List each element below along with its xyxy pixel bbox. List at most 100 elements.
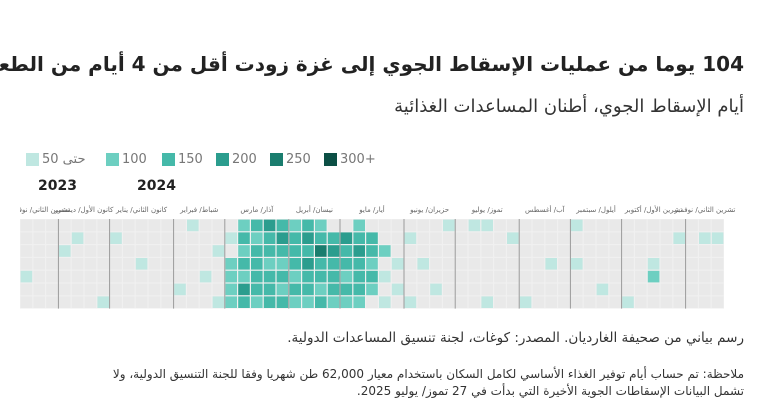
empty-cell — [519, 245, 532, 257]
airdrop-heatmap: تشرين الثاني/ نوفمبركانون الأول/ ديسمبرك… — [20, 205, 735, 309]
airdrop-cell — [289, 283, 301, 296]
airdrop-cell — [571, 219, 583, 232]
empty-cell — [379, 258, 391, 270]
airdrop-cell — [238, 245, 250, 257]
empty-cell — [660, 283, 673, 296]
empty-cell — [507, 219, 519, 232]
airdrop-cell — [225, 296, 237, 308]
empty-cell — [46, 270, 58, 283]
empty-cell — [660, 270, 673, 283]
empty-cell — [391, 219, 404, 232]
month-label: أيار/ مايو — [358, 205, 384, 214]
airdrop-cell — [212, 296, 225, 308]
empty-cell — [481, 270, 493, 283]
empty-cell — [187, 283, 199, 296]
airdrop-cell — [276, 283, 289, 296]
empty-cell — [545, 219, 557, 232]
empty-cell — [609, 283, 621, 296]
airdrop-cell — [302, 232, 314, 244]
empty-cell — [494, 258, 506, 270]
empty-cell — [33, 219, 45, 232]
empty-cell — [468, 296, 481, 308]
airdrop-cell — [251, 245, 263, 257]
empty-cell — [46, 245, 58, 257]
airdrop-cell — [366, 270, 378, 283]
empty-cell — [635, 245, 647, 257]
chart-subtitle: أيام الإسقاط الجوي، أطنان المساعدات الغذ… — [394, 96, 744, 117]
empty-cell — [443, 296, 455, 308]
airdrop-cell — [340, 232, 353, 244]
month-label: كانون الأول/ ديسمبر — [54, 205, 114, 214]
airdrop-cell — [263, 296, 276, 308]
empty-cell — [545, 283, 557, 296]
airdrop-cell — [238, 232, 250, 244]
empty-cell — [161, 258, 173, 270]
empty-cell — [481, 258, 493, 270]
empty-cell — [174, 258, 186, 270]
empty-cell — [174, 245, 186, 257]
year-label-2024: 2024 — [137, 178, 176, 194]
empty-cell — [187, 232, 199, 244]
empty-cell — [84, 296, 97, 308]
empty-cell — [507, 258, 519, 270]
airdrop-cell — [327, 245, 340, 257]
empty-cell — [481, 283, 493, 296]
empty-cell — [110, 296, 122, 308]
empty-cell — [532, 283, 545, 296]
empty-cell — [455, 296, 468, 308]
empty-cell — [97, 258, 109, 270]
empty-cell — [430, 219, 442, 232]
airdrop-cell — [276, 219, 289, 232]
empty-cell — [558, 296, 570, 308]
empty-cell — [212, 232, 225, 244]
empty-cell — [417, 283, 429, 296]
empty-cell — [686, 245, 698, 257]
airdrop-cell — [481, 219, 493, 232]
empty-cell — [519, 232, 532, 244]
empty-cell — [622, 232, 634, 244]
airdrop-cell — [238, 219, 250, 232]
empty-cell — [635, 258, 647, 270]
airdrop-cell — [276, 296, 289, 308]
legend-swatch — [324, 153, 337, 166]
empty-cell — [123, 296, 135, 308]
airdrop-cell — [263, 283, 276, 296]
airdrop-cell — [302, 258, 314, 270]
empty-cell — [97, 219, 109, 232]
month-label: أيلول/ سبتمبر — [575, 205, 616, 214]
airdrop-cell — [302, 296, 314, 308]
empty-cell — [583, 245, 596, 257]
airdrop-cell — [302, 283, 314, 296]
empty-cell — [33, 270, 45, 283]
airdrop-cell — [276, 232, 289, 244]
airdrop-cell — [212, 245, 225, 257]
empty-cell — [532, 245, 545, 257]
empty-cell — [673, 296, 685, 308]
empty-cell — [494, 296, 506, 308]
airdrop-cell — [276, 270, 289, 283]
empty-cell — [20, 258, 33, 270]
empty-cell — [673, 270, 685, 283]
empty-cell — [135, 245, 148, 257]
month-label: آذار/ مارس — [240, 205, 274, 214]
empty-cell — [532, 270, 545, 283]
empty-cell — [71, 283, 84, 296]
empty-cell — [686, 283, 698, 296]
empty-cell — [404, 270, 417, 283]
empty-cell — [468, 258, 481, 270]
empty-cell — [212, 219, 225, 232]
empty-cell — [622, 245, 634, 257]
empty-cell — [660, 219, 673, 232]
empty-cell — [33, 283, 45, 296]
airdrop-cell — [238, 296, 250, 308]
airdrop-cell — [225, 232, 237, 244]
empty-cell — [46, 258, 58, 270]
empty-cell — [135, 219, 148, 232]
empty-cell — [686, 296, 698, 308]
legend-swatch — [270, 153, 283, 166]
airdrop-cell — [238, 283, 250, 296]
empty-cell — [519, 219, 532, 232]
airdrop-cell — [251, 270, 263, 283]
airdrop-cell — [699, 232, 711, 244]
empty-cell — [468, 245, 481, 257]
